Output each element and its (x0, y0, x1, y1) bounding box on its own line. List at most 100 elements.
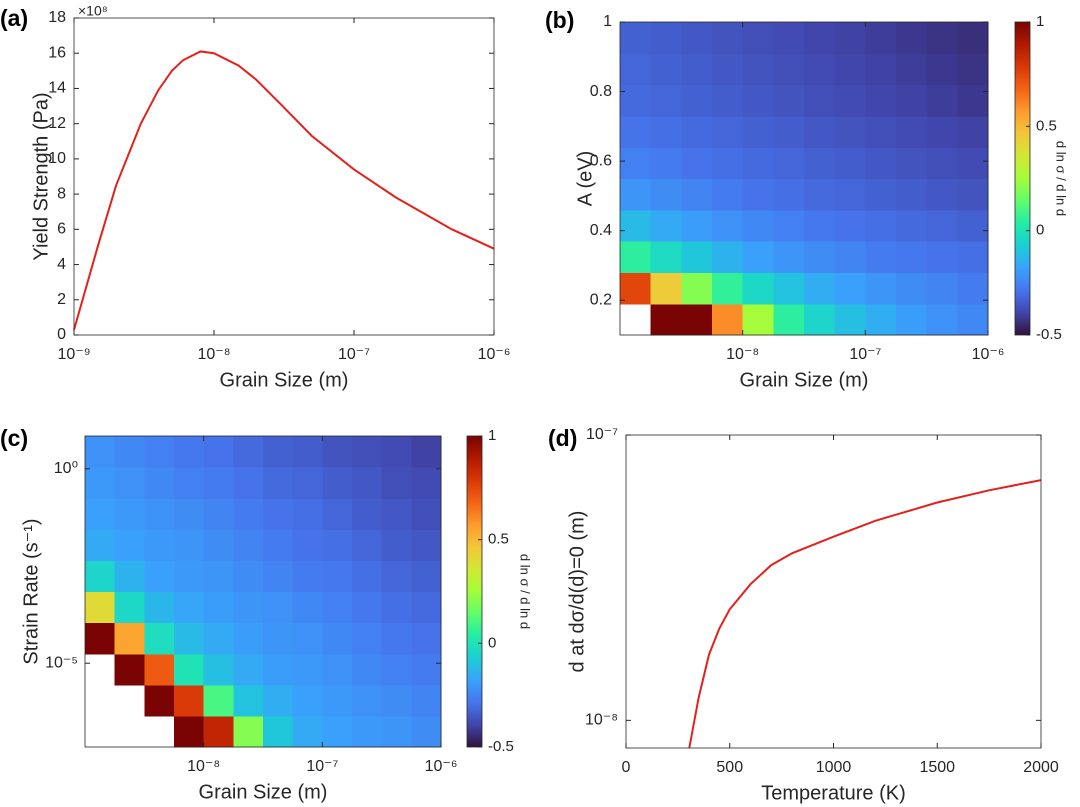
colorbar (1014, 21, 1031, 336)
heat-cell (742, 272, 774, 305)
heat-cell (957, 272, 989, 305)
heat-cell (620, 147, 652, 180)
heat-cell (174, 529, 205, 561)
heat-cell (957, 303, 989, 336)
heat-cell (896, 84, 928, 117)
heat-cell (381, 622, 412, 655)
heat-cell (896, 209, 928, 242)
heat-cell (263, 467, 294, 499)
y-tick-label: 14 (48, 80, 66, 97)
heat-cell (174, 684, 205, 717)
heat-cell (620, 178, 652, 211)
x-tick-label: 1500 (919, 759, 955, 776)
heat-cell (292, 653, 323, 686)
y-tick-label: 10⁰ (54, 460, 78, 477)
heat-cell (352, 467, 383, 499)
heat-cell (804, 84, 836, 117)
heat-cell (85, 529, 116, 561)
heat-cell (174, 591, 205, 624)
heat-cell (834, 209, 866, 242)
x-tick-label: 10⁻⁸ (187, 758, 220, 775)
heat-cell (681, 22, 713, 54)
heat-cell (804, 22, 836, 54)
heat-cell (926, 84, 958, 117)
heat-cell (292, 684, 323, 717)
y-tick-label: 16 (48, 44, 66, 61)
heat-cell (352, 653, 383, 686)
heat-cell (114, 622, 145, 655)
heat-cell (322, 560, 353, 593)
heat-cell (233, 591, 264, 624)
heat-cell (174, 436, 205, 468)
x-axis-label: Grain Size (m) (220, 369, 349, 391)
heat-cell (834, 178, 866, 211)
y-tick-label: 10 (48, 150, 66, 167)
heat-cell (411, 622, 442, 655)
colorbar-tick-label: 0.5 (488, 531, 509, 548)
heat-cell (712, 209, 744, 242)
heat-cell (865, 272, 897, 305)
heat-cell (85, 560, 116, 593)
heat-cell (411, 498, 442, 530)
heat-cell (865, 241, 897, 273)
heat-cell (834, 84, 866, 117)
heat-cell (650, 53, 682, 86)
heat-cell (865, 84, 897, 117)
heat-cell (865, 53, 897, 86)
heat-cell (381, 498, 412, 530)
colorbar-tick-label: 0 (1036, 222, 1044, 239)
heat-cell (144, 622, 175, 655)
y-exponent-label: ×10⁸ (78, 3, 108, 19)
x-tick-label: 10⁻⁶ (972, 346, 1005, 363)
heat-cell (834, 303, 866, 336)
heat-cell (896, 147, 928, 180)
heat-cell (233, 622, 264, 655)
heat-cell (144, 498, 175, 530)
heat-cell (896, 53, 928, 86)
heat-cell (957, 84, 989, 117)
heat-cell (381, 653, 412, 686)
heat-cell (926, 241, 958, 273)
heat-cell (865, 303, 897, 336)
heat-cell (114, 467, 145, 499)
heat-cell (114, 591, 145, 624)
heat-cell (114, 560, 145, 593)
heat-cell (263, 591, 294, 624)
heat-cell (411, 467, 442, 499)
heat-cell (174, 653, 205, 686)
x-tick-label: 10⁻⁹ (57, 346, 90, 363)
heat-cell (233, 560, 264, 593)
heat-cell (681, 84, 713, 117)
heat-cell (322, 436, 353, 468)
heat-cell (233, 684, 264, 717)
heat-cell (263, 498, 294, 530)
heat-cell (263, 529, 294, 561)
heat-cell (957, 22, 989, 54)
heat-cell (292, 715, 323, 748)
x-tick-label: 0 (622, 759, 631, 776)
heat-cell (322, 467, 353, 499)
heat-cell (742, 22, 774, 54)
y-tick-label: 0.6 (590, 152, 612, 169)
heat-cell (381, 715, 412, 748)
heat-cell (174, 622, 205, 655)
heat-cell (834, 22, 866, 54)
heat-cell (263, 436, 294, 468)
heat-cell (174, 715, 205, 748)
heat-cell (203, 684, 234, 717)
heat-cell (865, 115, 897, 148)
heat-cell (233, 715, 264, 748)
x-tick-label: 10⁻⁶ (425, 758, 458, 775)
heat-cell (957, 241, 989, 273)
data-line (688, 479, 1042, 749)
heat-cell (681, 53, 713, 86)
heat-cell (712, 84, 744, 117)
x-tick-label: 1000 (816, 759, 852, 776)
colorbar (466, 435, 483, 748)
heat-cell (773, 209, 805, 242)
heat-cell (773, 53, 805, 86)
heat-cell (620, 84, 652, 117)
y-tick-label: 6 (57, 221, 66, 238)
heat-cell (203, 436, 234, 468)
heat-cell (957, 53, 989, 86)
